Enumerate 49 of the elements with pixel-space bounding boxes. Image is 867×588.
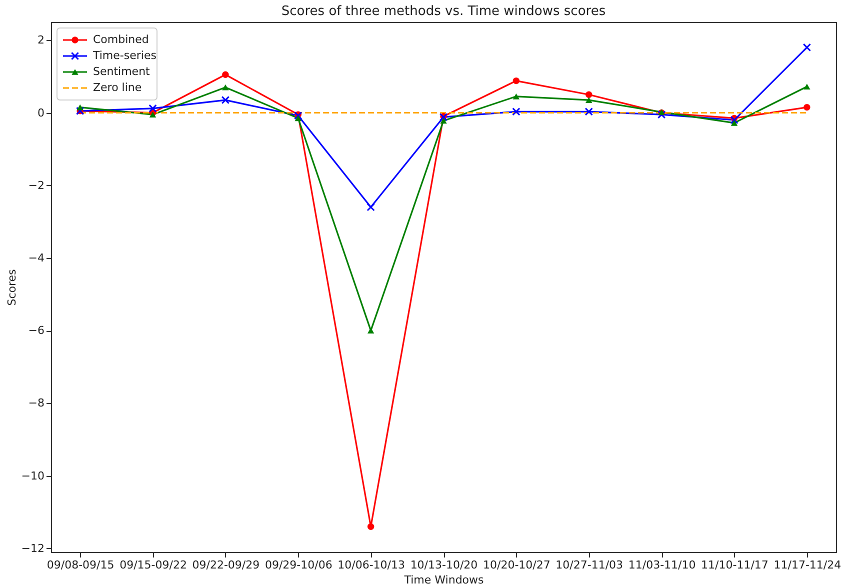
x-tick-label: 11/10-11/17 — [701, 558, 768, 572]
y-tick-label: −12 — [21, 542, 44, 555]
x-tick-label: 11/17-11/24 — [774, 558, 842, 572]
point — [512, 77, 520, 84]
point — [730, 116, 738, 124]
point — [657, 110, 666, 119]
y-tick-label: −10 — [21, 469, 44, 482]
point — [804, 104, 810, 111]
y-tick-label: −2 — [28, 178, 44, 192]
x-axis-title: Time Windows — [403, 574, 484, 586]
point — [512, 108, 520, 116]
point — [148, 104, 157, 112]
legend-label: Zero line — [93, 81, 142, 94]
point — [804, 84, 810, 90]
point — [149, 112, 156, 118]
legend-label: Combined — [93, 33, 149, 46]
point — [730, 120, 738, 126]
point — [440, 118, 447, 124]
point — [367, 328, 374, 334]
point — [586, 91, 592, 98]
x-tick-label: 09/08-09/15 — [46, 558, 114, 572]
x-tick-label: 10/13-10/20 — [410, 558, 478, 572]
point — [366, 203, 375, 212]
point — [222, 71, 229, 78]
y-tick-label: −8 — [28, 396, 44, 410]
x-tick-label: 09/29-10/06 — [264, 558, 332, 572]
point — [802, 43, 812, 52]
chart-title: Scores of three methods vs. Time windows scores — [281, 4, 606, 19]
point — [222, 84, 229, 90]
y-tick-label: −4 — [28, 251, 44, 264]
legend-label: Sentiment — [93, 65, 151, 78]
point — [512, 94, 520, 100]
point — [367, 523, 374, 530]
x-tick-label: 11/03-11/10 — [628, 558, 696, 572]
x-tick-label: 10/20-10/27 — [483, 558, 550, 572]
x-tick-label: 09/22-09/29 — [192, 558, 260, 572]
y-tick-label: −6 — [28, 324, 44, 338]
point — [586, 97, 592, 103]
y-axis-title: Scores — [5, 268, 18, 306]
y-tick-label: 0 — [38, 106, 44, 120]
x-tick-label: 10/27-11/03 — [556, 558, 624, 572]
legend-label: Time-series — [92, 49, 157, 62]
x-tick-label: 10/06-10/13 — [338, 558, 405, 572]
x-tick-label: 09/15-09/22 — [120, 558, 187, 572]
y-tick-label: 2 — [38, 34, 44, 47]
point — [294, 115, 302, 122]
point — [76, 104, 84, 110]
point — [221, 96, 230, 104]
point — [584, 108, 593, 116]
